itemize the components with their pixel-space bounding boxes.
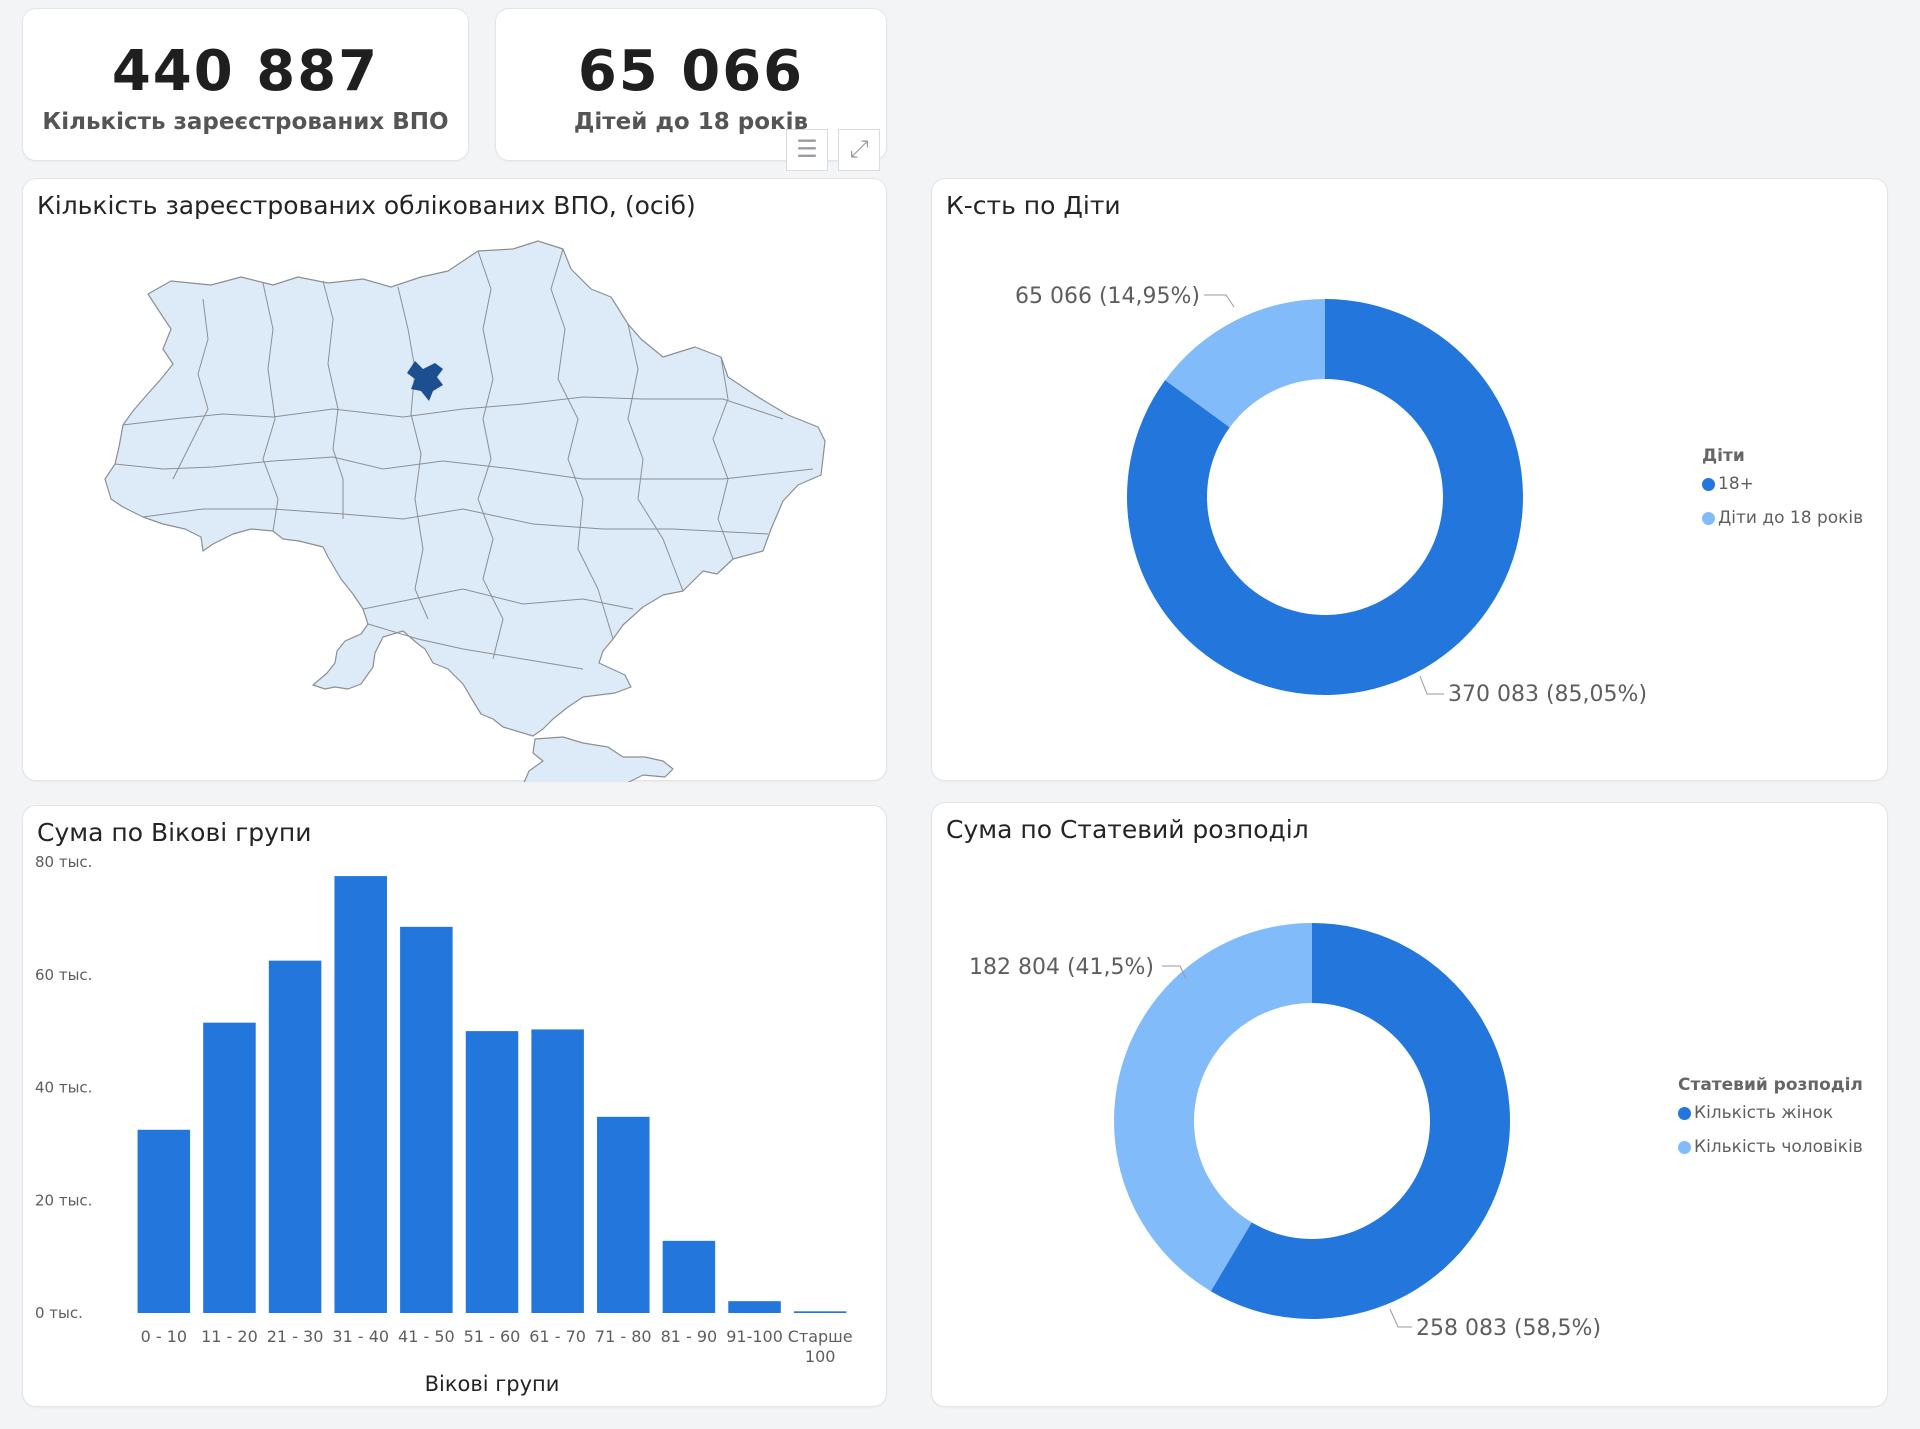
bar-3[interactable]: [334, 876, 387, 1313]
map-oblast-borders: [114, 248, 814, 670]
kpi-card-children[interactable]: 65 066 Дітей до 18 років: [495, 8, 887, 161]
donut-slice-children[interactable]: [1165, 299, 1325, 428]
x-tick-label: 100: [805, 1347, 836, 1366]
leader-line: [1389, 1308, 1412, 1328]
legend-label-women: Кількість жінок: [1694, 1103, 1834, 1123]
kpi-children-value: 65 066: [577, 39, 805, 104]
gender-donut-visual[interactable]: Сума по Статевий розподіл 258 083 (58,5%…: [931, 802, 1888, 1407]
kpi-total-label: Кількість зареєстрованих ВПО: [42, 109, 449, 135]
bar-4[interactable]: [400, 926, 453, 1313]
donut-slice-women[interactable]: [1210, 923, 1510, 1319]
bar-6[interactable]: [531, 1029, 584, 1313]
data-label-women: 258 083 (58,5%): [1416, 1316, 1601, 1341]
legend-item-women[interactable]: Кількість жінок: [1678, 1103, 1863, 1123]
legend-dot-icon: [1702, 511, 1715, 525]
legend-label-children: Діти до 18 років: [1718, 508, 1864, 528]
data-label-children: 65 066 (14,95%): [1015, 284, 1200, 309]
y-tick-label: 40 тыс.: [35, 1079, 92, 1097]
age-bar-chart[interactable]: 0 тыс. 20 тыс. 40 тыс. 60 тыс. 80 тыс. 0 - 10…: [23, 806, 888, 1408]
legend-item-men[interactable]: Кількість чоловіків: [1678, 1137, 1863, 1157]
y-tick-label: 80 тыс.: [35, 853, 92, 871]
y-tick-label: 20 тыс.: [35, 1191, 92, 1209]
x-tick-label: 41 - 50: [398, 1327, 455, 1346]
children-legend-title: Діти: [1702, 446, 1745, 466]
map-region-outline: [104, 240, 826, 737]
x-tick-label: Старше: [788, 1327, 853, 1346]
kpi-total-value: 440 887: [111, 39, 380, 104]
kpi-card-total[interactable]: 440 887 Кількість зареєстрованих ВПО: [22, 8, 469, 161]
filter-icon[interactable]: ☰: [786, 129, 828, 171]
x-tick-label: 61 - 70: [529, 1327, 586, 1346]
gender-legend: Статевий розподіл Кількість жінок Кількі…: [1678, 1075, 1863, 1171]
legend-label-adults: 18+: [1718, 474, 1754, 494]
bar-8[interactable]: [662, 1240, 716, 1313]
legend-dot-icon: [1678, 1140, 1691, 1154]
children-donut-visual[interactable]: К-сть по Діти ☰ ⤢ 370 083 (85,05%) 65 066…: [786, 129, 1889, 782]
x-tick-label: 51 - 60: [464, 1327, 521, 1346]
leader-line: [1419, 675, 1444, 695]
data-label-men: 182 804 (41,5%): [969, 955, 1154, 980]
y-tick-label: 60 тыс.: [35, 966, 92, 984]
x-tick-label: 0 - 10: [141, 1327, 187, 1346]
children-donut-chart[interactable]: 370 083 (85,05%) 65 066 (14,95%): [932, 179, 1889, 782]
x-tick-label: 31 - 40: [332, 1327, 389, 1346]
bar-5[interactable]: [465, 1031, 519, 1313]
gender-donut-chart[interactable]: 258 083 (58,5%) 182 804 (41,5%): [932, 803, 1889, 1408]
age-bar-visual[interactable]: Сума по Вікові групи 0 тыс. 20 тыс. 40 тыс…: [22, 805, 887, 1407]
map-visual[interactable]: Кількість зареєстрованих облікованих ВПО…: [22, 178, 888, 782]
x-tick-label: 11 - 20: [201, 1327, 258, 1346]
x-axis-title: Вікові групи: [425, 1372, 560, 1396]
y-tick-label: 0 тыс.: [35, 1304, 83, 1322]
gender-chart-title: Сума по Статевий розподіл: [946, 815, 1309, 844]
x-tick-label: 91-100: [726, 1327, 783, 1346]
legend-label-men: Кількість чоловіків: [1694, 1137, 1863, 1157]
bar-2[interactable]: [268, 960, 322, 1313]
x-tick-label: 81 - 90: [661, 1327, 718, 1346]
kpi-children-label: Дітей до 18 років: [573, 109, 809, 135]
donut-slice-adults[interactable]: [1127, 299, 1523, 695]
bar-0[interactable]: [137, 1129, 191, 1313]
focus-mode-icon[interactable]: ⤢: [838, 129, 880, 171]
bar-10[interactable]: [793, 1311, 847, 1313]
map-highlight-kyiv: [407, 361, 443, 401]
x-tick-label: 71 - 80: [595, 1327, 652, 1346]
legend-dot-icon: [1702, 477, 1715, 491]
leader-line: [1204, 294, 1235, 308]
donut-slice-men[interactable]: [1114, 923, 1312, 1292]
legend-item-children[interactable]: Діти до 18 років: [1702, 508, 1863, 528]
map-title: Кількість зареєстрованих облікованих ВПО…: [37, 191, 696, 220]
data-label-adults: 370 083 (85,05%): [1448, 682, 1647, 707]
children-legend: Діти 18+ Діти до 18 років: [1702, 446, 1863, 542]
legend-dot-icon: [1678, 1106, 1691, 1120]
map-region-crimea: [523, 736, 674, 782]
children-chart-title: К-сть по Діти: [946, 191, 1121, 220]
gender-legend-title: Статевий розподіл: [1678, 1075, 1863, 1095]
bar-1[interactable]: [203, 1022, 256, 1313]
ukraine-map[interactable]: [23, 179, 888, 782]
x-tick-label: 21 - 30: [267, 1327, 324, 1346]
legend-item-adults[interactable]: 18+: [1702, 474, 1863, 494]
bar-9[interactable]: [728, 1301, 781, 1313]
age-chart-title: Сума по Вікові групи: [37, 818, 312, 847]
bar-7[interactable]: [597, 1116, 650, 1313]
leader-line: [1162, 965, 1187, 980]
